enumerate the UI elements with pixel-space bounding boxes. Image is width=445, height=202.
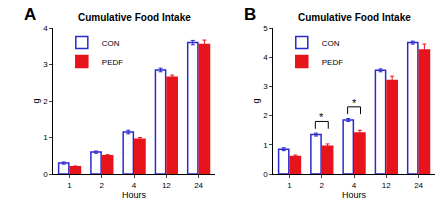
svg-text:3: 3 [43, 60, 48, 69]
svg-text:2: 2 [263, 111, 268, 120]
svg-text:0: 0 [43, 170, 48, 179]
svg-text:5: 5 [263, 24, 268, 33]
svg-text:B: B [244, 5, 256, 24]
svg-text:1: 1 [287, 181, 292, 190]
svg-text:2: 2 [43, 97, 48, 106]
svg-text:Cumulative Food Intake: Cumulative Food Intake [78, 12, 191, 23]
svg-text:g: g [31, 98, 41, 103]
svg-text:4: 4 [352, 181, 357, 190]
svg-text:g: g [251, 98, 261, 103]
svg-text:PEDF: PEDF [102, 58, 123, 67]
svg-text:4: 4 [132, 181, 137, 190]
svg-text:1: 1 [67, 181, 72, 190]
svg-text:4: 4 [263, 53, 268, 62]
svg-text:24: 24 [194, 181, 203, 190]
svg-text:A: A [24, 5, 36, 24]
svg-text:12: 12 [382, 181, 391, 190]
svg-text:*: * [352, 97, 357, 109]
svg-text:1: 1 [263, 141, 268, 150]
svg-text:3: 3 [263, 82, 268, 91]
svg-text:2: 2 [100, 181, 105, 190]
svg-text:Cumulative Food Intake: Cumulative Food Intake [298, 12, 411, 23]
svg-text:*: * [319, 111, 324, 123]
svg-text:Hours: Hours [342, 190, 367, 200]
svg-text:1: 1 [43, 133, 48, 142]
svg-text:CON: CON [322, 39, 340, 48]
svg-text:CON: CON [102, 39, 120, 48]
svg-text:24: 24 [414, 181, 423, 190]
svg-text:2: 2 [320, 181, 325, 190]
svg-text:Hours: Hours [122, 190, 147, 200]
svg-text:12: 12 [162, 181, 171, 190]
svg-text:4: 4 [43, 24, 48, 33]
svg-text:0: 0 [263, 170, 268, 179]
svg-text:PEDF: PEDF [322, 58, 343, 67]
